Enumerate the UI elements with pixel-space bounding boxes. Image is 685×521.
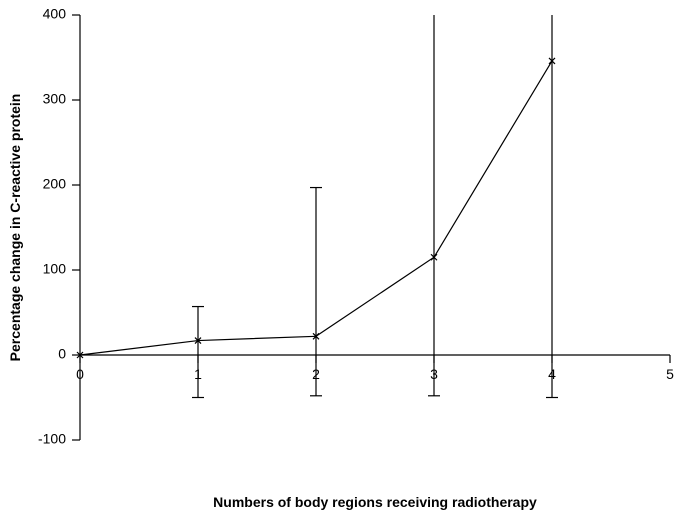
x-tick-label: 5: [666, 366, 674, 382]
y-tick-label: -100: [38, 431, 66, 447]
y-axis-label: Percentage change in C-reactive protein: [7, 94, 23, 362]
y-tick-label: 200: [43, 176, 67, 192]
x-tick-label: 0: [76, 366, 84, 382]
y-tick-label: 300: [43, 91, 67, 107]
x-axis-label: Numbers of body regions receiving radiot…: [213, 494, 537, 510]
chart-bg: [0, 0, 685, 521]
crp-chart: -1000100200300400012345Percentage change…: [0, 0, 685, 521]
y-tick-label: 100: [43, 261, 67, 277]
y-tick-label: 400: [43, 6, 67, 22]
y-tick-label: 0: [58, 346, 66, 362]
chart-svg: -1000100200300400012345Percentage change…: [0, 0, 685, 521]
